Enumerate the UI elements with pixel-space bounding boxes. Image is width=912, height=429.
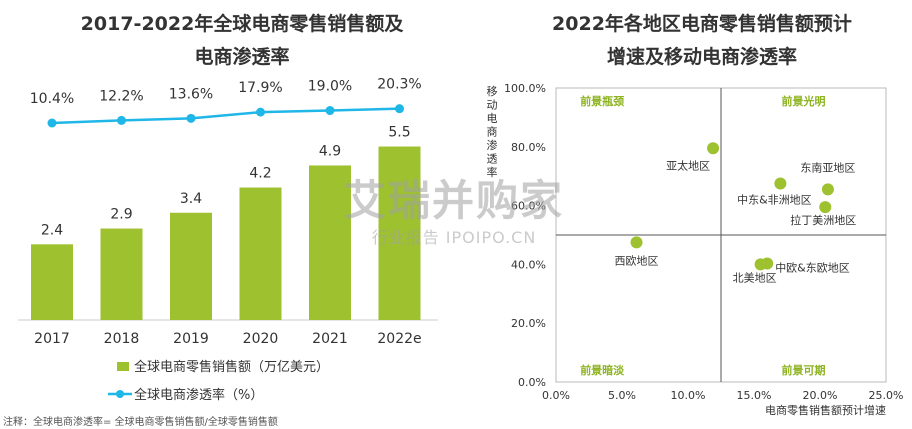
bar-line-chart: 2.4 2017 2.9 2018 3.4 2019 4.2 2020 4.9 2021 5.5 20… — [18, 77, 438, 403]
bar-value-label: 4.2 — [249, 166, 271, 182]
left-chart-title-line2: 电商渗透率 — [194, 45, 289, 68]
legend-bar-label: 全球电商零售销售额（万亿美元） — [134, 359, 329, 375]
scatter-point-label: 东南亚地区 — [800, 161, 855, 174]
scatter-point-label: 西欧地区 — [615, 254, 659, 267]
right-chart-title-line1: 2022年各地区电商零售销售额预计 — [552, 12, 852, 35]
bar-2021 — [309, 165, 351, 320]
line-value-label: 17.9% — [238, 80, 282, 96]
footnote: 注释：全球电商渗透率= 全球电商零售销售额/全球零售销售额 — [3, 417, 278, 428]
x-tick-label: 2019 — [173, 331, 209, 347]
line-value-label: 20.3% — [377, 77, 421, 93]
bar-2019 — [170, 212, 212, 320]
bar-value-label: 2.9 — [110, 207, 132, 223]
quadrant-label: 前景瓶颈 — [580, 94, 624, 108]
y-tick-label: 100.0% — [504, 82, 546, 95]
bar-value-label: 5.5 — [388, 125, 410, 141]
legend-line-marker — [116, 390, 124, 398]
x-axis-title: 电商零售销售额预计增速 — [765, 403, 886, 417]
line-point — [325, 106, 335, 116]
y-tick-label: 20.0% — [511, 317, 546, 330]
scatter-point — [821, 183, 834, 196]
x-tick-label: 25.0% — [869, 389, 904, 402]
x-tick-label: 2017 — [34, 331, 70, 347]
bar-value-label: 2.4 — [41, 222, 63, 238]
bar-value-label: 3.4 — [180, 191, 202, 207]
right-chart-title-line2: 增速及移动电商渗透率 — [607, 45, 797, 68]
x-tick-label: 2022e — [377, 331, 421, 347]
x-tick-label: 2021 — [312, 331, 348, 347]
y-tick-label: 40.0% — [511, 258, 546, 271]
penetration-line — [51, 107, 400, 125]
line-point — [256, 107, 265, 117]
scatter-chart: 0.0% 5.0% 10.0% 15.0% 20.0% 25.0% 0.0% 20.0% 40.… — [487, 82, 904, 417]
line-value-label: 19.0% — [308, 79, 352, 95]
line-point — [47, 118, 57, 128]
scatter-point — [761, 257, 774, 270]
quadrant-label: 前景光明 — [782, 94, 826, 108]
scatter-point-label: 中欧&东欧地区 — [775, 262, 850, 275]
scatter-point-label: 亚太地区 — [666, 159, 710, 172]
y-tick-label: 60.0% — [511, 200, 546, 213]
x-tick-label: 15.0% — [737, 389, 772, 402]
quadrant-label: 前景暗淡 — [580, 363, 625, 377]
bar-2020 — [239, 187, 282, 320]
bar-2017 — [31, 244, 73, 320]
line-value-label: 12.2% — [99, 88, 143, 104]
x-tick-label: 10.0% — [671, 389, 706, 402]
x-tick-label: 5.0% — [608, 389, 636, 402]
scatter-point — [774, 177, 787, 190]
scatter-point — [630, 236, 643, 249]
watermark: 艾瑞并购家 行业报告 IPOIPO.CN — [344, 178, 564, 248]
bar-value-label: 4.9 — [319, 143, 341, 159]
scatter-point-label: 中东&非洲地区 — [737, 194, 812, 207]
left-chart-title-line1: 2017-2022年全球电商零售销售额及 — [81, 12, 405, 35]
quadrant-label: 前景可期 — [782, 363, 826, 377]
bar-2018 — [100, 228, 143, 320]
line-point — [186, 113, 196, 123]
scatter-point-label: 拉丁美洲地区 — [790, 213, 856, 227]
legend-line-label: 全球电商渗透率（%） — [134, 387, 263, 403]
y-axis-title: 移动电商渗透率 — [487, 85, 498, 179]
bar-2022e — [378, 146, 421, 320]
y-tick-label: 80.0% — [511, 141, 546, 154]
watermark-main: 艾瑞并购家 — [344, 176, 565, 225]
line-value-label: 10.4% — [30, 91, 74, 107]
line-value-label: 13.6% — [169, 86, 213, 102]
x-tick-label: 20.0% — [803, 389, 838, 402]
line-point — [395, 104, 404, 114]
scatter-point — [819, 201, 832, 214]
line-point — [117, 115, 126, 125]
scatter-point — [707, 142, 720, 155]
x-tick-label: 2020 — [243, 331, 279, 347]
legend-bar-swatch — [117, 362, 129, 371]
y-tick-label: 0.0% — [518, 376, 546, 389]
watermark-sub: 行业报告 IPOIPO.CN — [371, 228, 537, 247]
x-tick-label: 0.0% — [542, 389, 570, 402]
x-tick-label: 2018 — [104, 331, 140, 347]
scatter-point-label: 北美地区 — [733, 271, 777, 284]
